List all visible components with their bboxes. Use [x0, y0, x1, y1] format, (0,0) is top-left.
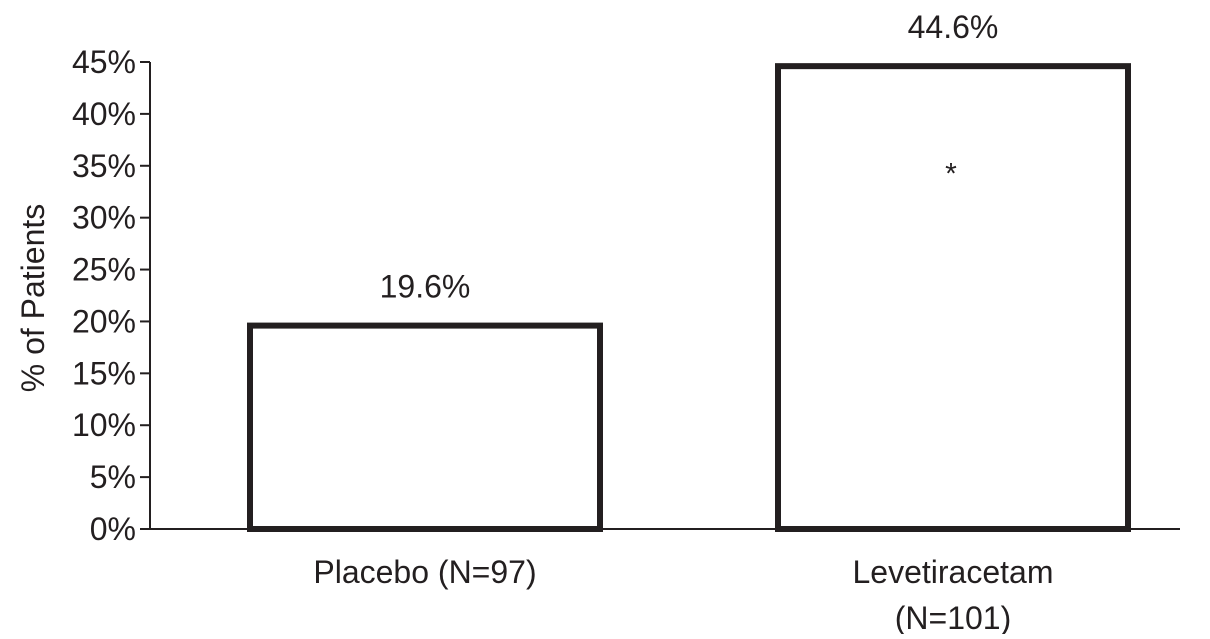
y-tick-label: 0% — [90, 511, 136, 547]
bar — [775, 63, 1131, 532]
category-label: Levetiracetam (N=101) — [853, 554, 1054, 634]
y-tick-label: 15% — [72, 355, 136, 391]
value-label: 44.6% — [908, 9, 999, 45]
y-axis-title: % of Patients — [15, 204, 51, 393]
value-labels: 19.6% 44.6% — [380, 9, 999, 304]
y-axis-ticks: 0% 5% 10% 15% 20% 25% 30% 35% 40% 45% — [72, 44, 150, 547]
y-tick-label: 35% — [72, 148, 136, 184]
y-tick-label: 25% — [72, 252, 136, 288]
y-tick-label: 20% — [72, 303, 136, 339]
category-label: Placebo (N=97) — [313, 554, 536, 590]
value-label: 19.6% — [380, 269, 471, 305]
y-tick-label: 40% — [72, 96, 136, 132]
y-tick-label: 45% — [72, 44, 136, 80]
y-tick-label: 5% — [90, 459, 136, 495]
y-tick-label: 30% — [72, 200, 136, 236]
bar — [247, 322, 603, 532]
bars — [247, 63, 1131, 532]
y-tick-label: 10% — [72, 407, 136, 443]
annotations: * — [945, 157, 957, 190]
significance-asterisk: * — [945, 157, 957, 190]
category-labels: Placebo (N=97) Levetiracetam (N=101) — [313, 554, 1054, 636]
